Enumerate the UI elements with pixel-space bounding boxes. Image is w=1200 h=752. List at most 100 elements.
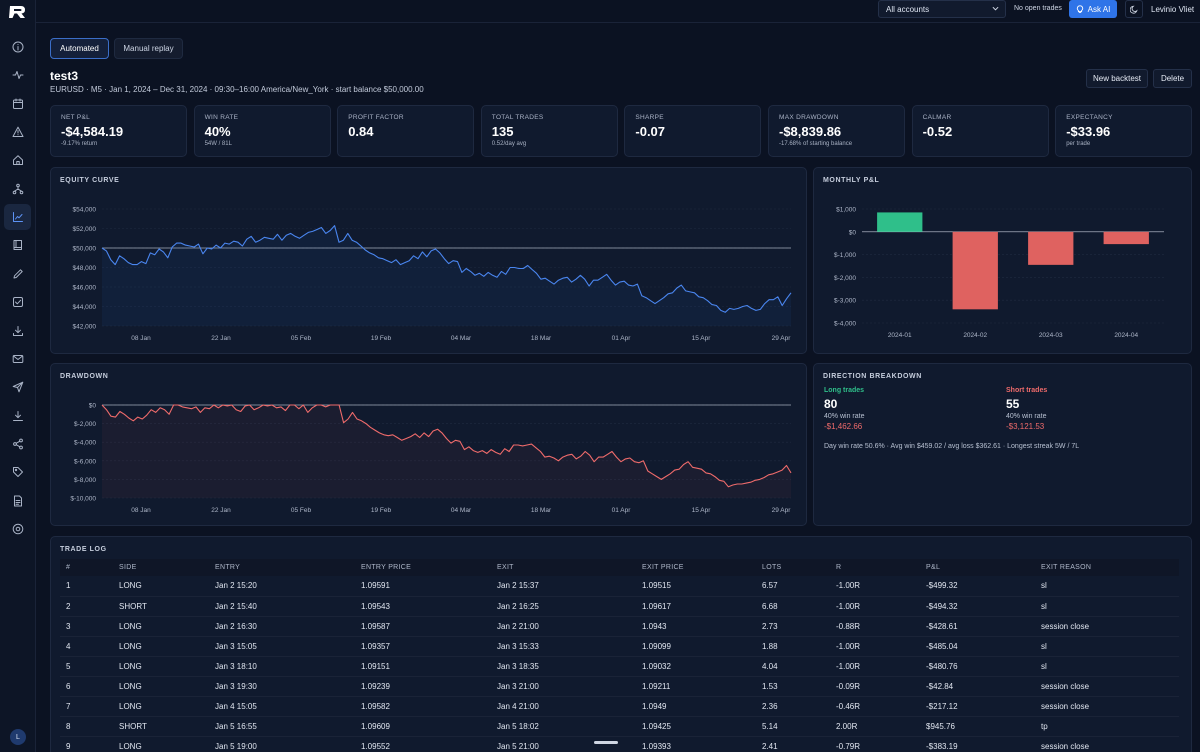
table-cell: -1.00R	[830, 596, 920, 617]
stat-subtext: 54W / 81L	[204, 141, 232, 147]
sidebar-item-calendar[interactable]	[4, 91, 31, 117]
x-tick-label: 22 Jan	[211, 507, 231, 514]
theme-toggle-button[interactable]	[1125, 0, 1143, 18]
y-tick-label: $1,000	[836, 207, 856, 214]
table-cell: 6.57	[756, 576, 830, 597]
column-header[interactable]: P&L	[920, 559, 1035, 576]
table-row[interactable]: 3 LONG Jan 2 16:30 1.09587 Jan 2 21:00 1.0943…	[60, 616, 1179, 637]
stat-label: Net P&L	[61, 114, 91, 121]
sidebar-item-target[interactable]	[4, 516, 31, 542]
table-row[interactable]: 9 LONG Jan 5 19:00 1.09552 Jan 5 21:00 1.0939…	[60, 736, 1179, 752]
table-cell: 1.09099	[636, 636, 756, 657]
table-row[interactable]: 6 LONG Jan 3 19:30 1.09239 Jan 3 21:00 1.0921…	[60, 676, 1179, 697]
table-row[interactable]: 8 SHORT Jan 5 16:55 1.09609 Jan 5 18:02 1.094…	[60, 716, 1179, 737]
table-row[interactable]: 2 SHORT Jan 2 15:40 1.09543 Jan 2 16:25 1.096…	[60, 596, 1179, 617]
target-icon	[12, 523, 23, 535]
column-header[interactable]: Entry price	[355, 559, 491, 576]
sidebar-item-checklist[interactable]	[4, 289, 31, 315]
tab-manual-replay[interactable]: Manual replay	[114, 38, 183, 59]
column-header[interactable]: R	[830, 559, 920, 576]
x-tick-label: 01 Apr	[612, 335, 632, 342]
scroll-handle[interactable]	[594, 741, 618, 744]
table-cell: 6.68	[756, 596, 830, 617]
table-cell: 1.09425	[636, 716, 756, 737]
table-cell: -$494.32	[920, 596, 1035, 617]
x-tick-label: 2024-01	[888, 332, 912, 339]
sidebar-item-flow[interactable]	[4, 176, 31, 202]
table-cell: 5.14	[756, 716, 830, 737]
x-tick-label: 29 Apr	[772, 507, 792, 514]
sidebar-item-import[interactable]	[4, 403, 31, 429]
sidebar-item-mail[interactable]	[4, 346, 31, 372]
sidebar-item-send[interactable]	[4, 374, 31, 400]
sidebar-item-download[interactable]	[4, 318, 31, 344]
table-cell: 1.09032	[636, 656, 756, 677]
y-tick-label: $46,000	[73, 285, 97, 292]
new-backtest-button[interactable]: New backtest	[1086, 69, 1148, 88]
backtest-subtitle: EURUSD · M5 · Jan 1, 2024 – Dec 31, 2024…	[50, 85, 424, 94]
column-header[interactable]: #	[60, 559, 113, 576]
sidebar-item-home[interactable]	[4, 147, 31, 173]
table-cell: Jan 3 18:35	[491, 656, 636, 677]
column-header[interactable]: Exit	[491, 559, 636, 576]
long-pnl: -$1,462.66	[824, 422, 863, 431]
monthly-pnl-chart: $1,000 $0 $-1,000 $-2,000 $-3,000 $-4,000 2024…	[834, 207, 1164, 339]
stat-label: Expectancy	[1066, 114, 1113, 121]
table-cell: 1.09591	[355, 576, 491, 597]
table-cell: -$42.84	[920, 676, 1035, 697]
short-trades-column: Short trades 55 40% win rate -$3,121.53	[1006, 387, 1047, 431]
table-row[interactable]: 7 LONG Jan 4 15:05 1.09582 Jan 4 21:00 1.0949…	[60, 696, 1179, 717]
sidebar-item-document[interactable]	[4, 488, 31, 514]
tab-automated[interactable]: Automated	[50, 38, 109, 59]
sidebar-item-info[interactable]	[4, 34, 31, 60]
table-cell: session close	[1035, 676, 1179, 697]
column-header[interactable]: Exit reason	[1035, 559, 1179, 576]
table-cell: 8	[60, 716, 113, 737]
table-cell: 1.09617	[636, 596, 756, 617]
table-cell: SHORT	[113, 716, 209, 737]
column-header[interactable]: Lots	[756, 559, 830, 576]
column-header[interactable]: Exit price	[636, 559, 756, 576]
sidebar-item-activity[interactable]	[4, 62, 31, 88]
user-name[interactable]: Levinio Vliet	[1151, 5, 1195, 14]
table-cell: -1.00R	[830, 576, 920, 597]
sidebar-item-share[interactable]	[4, 431, 31, 457]
sidebar-item-chart[interactable]	[4, 204, 31, 231]
table-row[interactable]: 1 LONG Jan 2 15:20 1.09591 Jan 2 15:37 1.0951…	[60, 576, 1179, 597]
table-cell: Jan 3 18:10	[209, 656, 355, 677]
avatar[interactable]: L	[10, 729, 26, 745]
table-cell: 2.73	[756, 616, 830, 637]
account-select[interactable]: All accounts	[878, 0, 1006, 18]
table-cell: LONG	[113, 576, 209, 597]
app-logo[interactable]	[8, 4, 28, 20]
table-cell: Jan 2 21:00	[491, 616, 636, 637]
table-cell: 2.41	[756, 736, 830, 752]
book-icon	[13, 240, 22, 251]
table-cell: 3	[60, 616, 113, 637]
table-row[interactable]: 4 LONG Jan 3 15:05 1.09357 Jan 3 15:33 1.0909…	[60, 636, 1179, 657]
table-cell: session close	[1035, 696, 1179, 717]
x-tick-label: 08 Jan	[131, 335, 151, 342]
stat-label: Profit factor	[348, 114, 404, 121]
delete-button[interactable]: Delete	[1153, 69, 1192, 88]
column-header[interactable]: Side	[113, 559, 209, 576]
lightbulb-icon	[1076, 4, 1083, 13]
column-header[interactable]: Entry	[209, 559, 355, 576]
table-cell: 1.09211	[636, 676, 756, 697]
y-tick-label: $48,000	[73, 265, 97, 272]
table-cell: Jan 3 15:33	[491, 636, 636, 657]
table-cell: 2	[60, 596, 113, 617]
table-row[interactable]: 5 LONG Jan 3 18:10 1.09151 Jan 3 18:35 1.0903…	[60, 656, 1179, 677]
y-tick-label: $-4,000	[74, 440, 96, 447]
table-cell: -0.88R	[830, 616, 920, 637]
sidebar-item-tag[interactable]	[4, 459, 31, 485]
long-trades-label: Long trades	[824, 387, 865, 394]
sidebar-item-alert[interactable]	[4, 119, 31, 145]
stat-value: 0.84	[348, 124, 374, 139]
sidebar-item-book[interactable]	[4, 232, 31, 258]
x-tick-label: 04 Mar	[451, 335, 472, 342]
table-cell: Jan 4 21:00	[491, 696, 636, 717]
tag-icon	[12, 467, 23, 478]
sidebar-item-pen[interactable]	[4, 261, 31, 287]
ask-ai-button[interactable]: Ask AI	[1069, 0, 1117, 18]
